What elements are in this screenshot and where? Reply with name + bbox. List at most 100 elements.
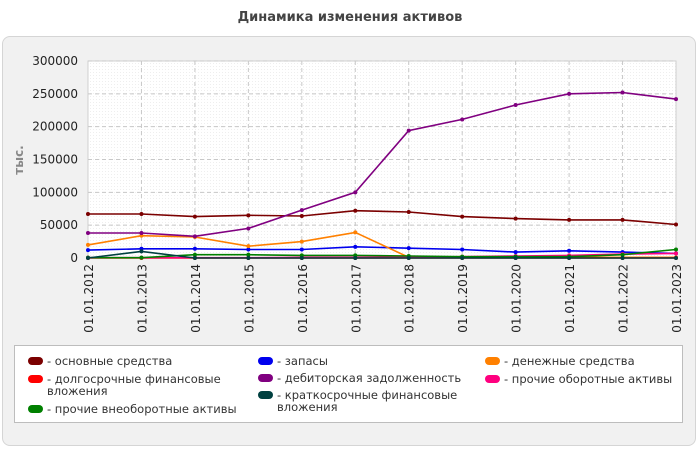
data-point <box>567 217 572 222</box>
data-point <box>674 247 678 252</box>
x-tick-label: 01.01.2012 <box>82 264 96 333</box>
data-point <box>620 252 625 257</box>
data-point <box>620 90 625 95</box>
data-point <box>86 256 90 260</box>
legend-swatch <box>485 375 500 383</box>
x-tick-label: 01.01.2013 <box>135 264 149 333</box>
data-point <box>299 213 304 218</box>
x-tick-label: 01.01.2017 <box>349 264 363 333</box>
x-tick-label: 01.01.2019 <box>456 264 470 333</box>
data-point <box>406 128 411 133</box>
legend-item-debitorskaya-zadolzhennost: - дебиторская задолженность <box>258 372 480 384</box>
y-tick-label: 250000 <box>32 87 78 101</box>
series-line-4 <box>88 91 677 238</box>
legend-item-osnovnye-sredstva: - основные средства <box>28 355 243 367</box>
x-tick-label: 01.01.2022 <box>617 264 631 333</box>
y-axis: 0 50000 100000 150000 200000 250000 300000 <box>32 54 78 265</box>
chart-title: Динамика изменения активов <box>237 10 463 25</box>
data-point <box>353 230 358 235</box>
legend-item-prochie-oborotnye: - прочие оборотные активы <box>485 373 680 385</box>
data-point <box>460 117 465 122</box>
data-point <box>406 256 411 260</box>
data-point <box>513 256 518 260</box>
legend-swatch <box>28 405 43 413</box>
data-point <box>246 247 251 252</box>
data-point <box>406 246 411 251</box>
data-point <box>246 256 251 260</box>
data-point <box>460 214 465 219</box>
legend-item-prochie-vneoborotnye: - прочие внеоборотные активы <box>28 403 253 415</box>
legend-label: - долгосрочные финансовые вложения <box>47 372 221 398</box>
data-point <box>192 234 197 239</box>
data-point <box>460 256 465 260</box>
data-point <box>192 214 197 219</box>
legend-swatch <box>258 357 273 365</box>
data-point <box>299 208 304 213</box>
legend-label: - запасы <box>277 354 328 368</box>
legend-swatch <box>258 374 273 382</box>
legend-swatch <box>28 357 43 365</box>
data-point <box>513 102 518 107</box>
data-point <box>620 256 625 260</box>
data-point <box>192 252 197 257</box>
data-point <box>513 216 518 221</box>
legend: - основные средства - запасы - денежные … <box>14 345 683 423</box>
legend-item-denezhnye-sredstva: - денежные средства <box>485 355 675 367</box>
data-point <box>620 217 625 222</box>
data-point <box>246 226 251 231</box>
data-point <box>246 244 251 249</box>
data-point <box>353 190 358 195</box>
x-tick-label: 01.01.2021 <box>563 264 577 333</box>
data-point <box>299 239 304 244</box>
legend-label: - прочие внеоборотные активы <box>47 402 237 416</box>
series-group <box>86 90 678 260</box>
data-point <box>86 212 90 217</box>
data-point <box>567 91 572 96</box>
x-tick-label: 01.01.2020 <box>510 264 524 333</box>
data-point <box>192 256 197 260</box>
legend-label: - краткосрочные финансовые вложения <box>277 388 458 414</box>
x-tick-label: 01.01.2016 <box>296 264 310 333</box>
y-tick-label: 0 <box>70 251 78 265</box>
series-line-7 <box>87 250 676 259</box>
data-point <box>567 256 572 260</box>
data-point <box>299 247 304 252</box>
legend-item-dolgosrochnye-vlozheniya: - долгосрочные финансовые вложения <box>28 373 238 397</box>
data-point <box>299 256 304 260</box>
data-point <box>86 242 90 247</box>
legend-label: - прочие оборотные активы <box>504 372 673 386</box>
data-point <box>246 252 251 257</box>
y-axis-label: тыс. <box>12 145 26 174</box>
data-point <box>192 246 197 251</box>
data-point <box>353 208 358 213</box>
data-point <box>674 251 678 256</box>
data-point <box>139 231 144 236</box>
y-tick-label: 300000 <box>32 54 78 68</box>
data-point <box>86 248 90 253</box>
data-point <box>674 222 678 227</box>
data-point <box>567 248 572 253</box>
legend-item-zapasy: - запасы <box>258 355 473 367</box>
series-line-0 <box>88 209 677 226</box>
data-point <box>86 231 90 236</box>
data-point <box>513 250 518 255</box>
data-point <box>353 256 358 260</box>
data-point <box>674 97 678 102</box>
x-axis: 01.01.2012 01.01.2013 01.01.2014 01.01.2015… <box>82 257 684 333</box>
data-point <box>139 249 144 254</box>
x-tick-label: 01.01.2015 <box>242 264 256 333</box>
x-tick-label: 01.01.2023 <box>670 264 684 333</box>
data-point <box>406 210 411 215</box>
data-point <box>246 213 251 218</box>
data-point <box>139 212 144 217</box>
x-tick-label: 01.01.2018 <box>403 264 417 333</box>
y-tick-label: 50000 <box>40 218 78 232</box>
legend-label: - денежные средства <box>504 354 635 368</box>
legend-label: - дебиторская задолженность <box>277 371 462 385</box>
y-tick-label: 150000 <box>32 153 78 167</box>
legend-label: - основные средства <box>47 354 173 368</box>
y-tick-label: 100000 <box>32 185 78 199</box>
series-line-6 <box>88 248 677 259</box>
legend-item-kratkosrochnye-vlozheniya: - краткосрочные финансовые вложения <box>258 389 473 413</box>
